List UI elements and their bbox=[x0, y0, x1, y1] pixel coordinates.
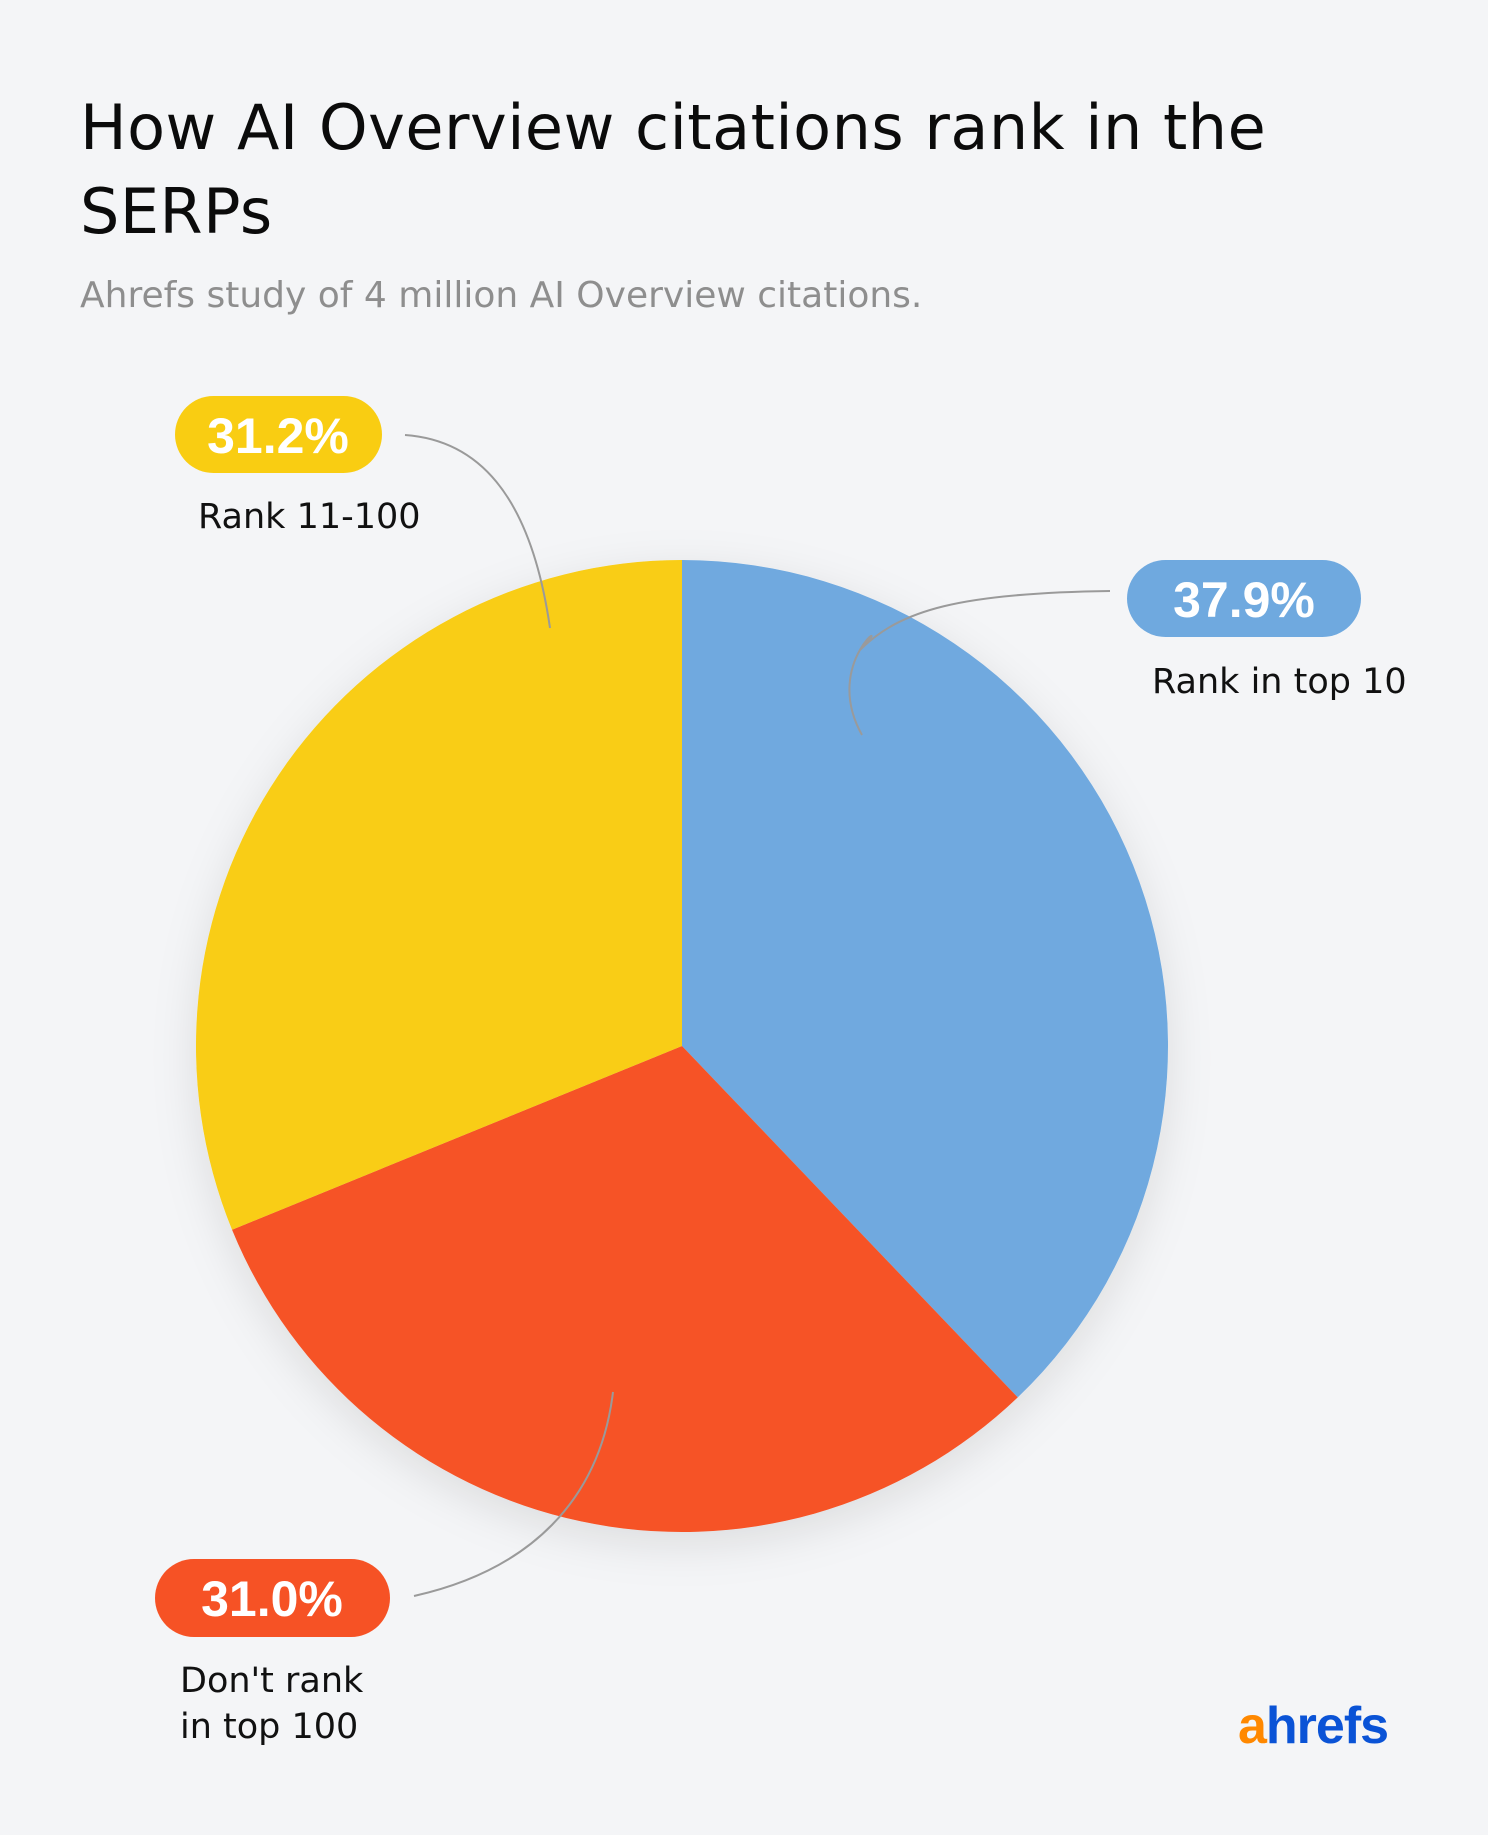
category-label-line-1: Don't rank bbox=[180, 1661, 364, 1701]
chart-subtitle: Ahrefs study of 4 million AI Overview ci… bbox=[80, 275, 923, 316]
value-pill-rank-top-10 bbox=[1127, 560, 1361, 637]
ahrefs-logo: ahrefs bbox=[1238, 1696, 1389, 1756]
value-label-dont-rank-top-100: 31.0% bbox=[201, 1571, 343, 1627]
chart-title: How AI Overview citations rank in the SE… bbox=[80, 91, 1267, 248]
pie-slices bbox=[195, 560, 1168, 1533]
value-label-rank-11-100: 31.2% bbox=[207, 408, 349, 464]
pie-slice-rank-11-100 bbox=[195, 560, 682, 1230]
callout-rank-11-100: 31.2% Rank 11-100 bbox=[175, 396, 421, 537]
category-label-rank-top-10: Rank in top 10 bbox=[1152, 662, 1407, 702]
leader-line-dont-rank-top-100 bbox=[413, 1391, 614, 1597]
value-label-rank-top-10: 37.9% bbox=[1173, 572, 1315, 628]
value-pill-dont-rank-top-100 bbox=[155, 1559, 390, 1637]
pie-slice-rank-top-10 bbox=[682, 560, 1168, 1398]
category-label-rank-11-100: Rank 11-100 bbox=[198, 497, 421, 537]
category-label-dont-rank-top-100: Don't rank in top 100 bbox=[180, 1661, 374, 1747]
value-pill-rank-11-100 bbox=[175, 396, 382, 473]
category-label-line-2: in top 100 bbox=[180, 1707, 358, 1747]
callout-rank-top-10: 37.9% Rank in top 10 bbox=[1127, 560, 1407, 702]
callout-dont-rank-top-100: 31.0% Don't rank in top 100 bbox=[155, 1559, 390, 1747]
logo-letters-hrefs: hrefs bbox=[1265, 1697, 1389, 1755]
logo-letter-a: a bbox=[1238, 1697, 1267, 1755]
leader-line-rank-top-10 bbox=[848, 590, 1111, 736]
leader-line-rank-11-100 bbox=[404, 434, 551, 629]
pie-slice-dont-rank-top-100 bbox=[232, 1046, 1018, 1533]
